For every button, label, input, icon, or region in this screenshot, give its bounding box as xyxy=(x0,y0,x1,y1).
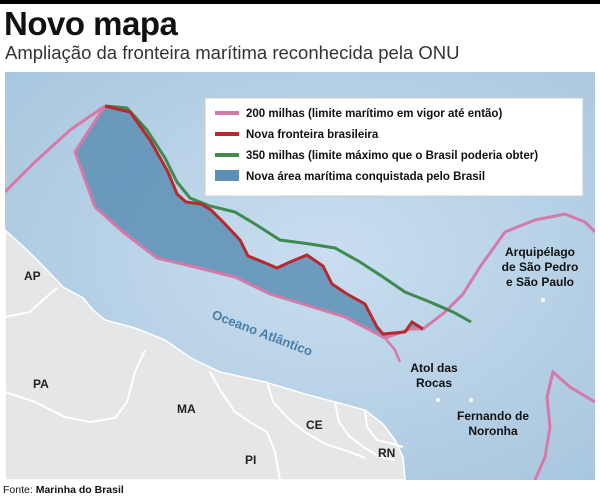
legend-label-350: 350 milhas (limite máximo que o Brasil p… xyxy=(246,150,538,162)
marker-fernando xyxy=(469,398,473,402)
state-label-ma: MA xyxy=(177,402,196,416)
source-note: Fonte: Marinha do Brasil xyxy=(3,484,124,496)
label-atol-line2: Rocas xyxy=(416,376,452,390)
line-350-miles xyxy=(104,104,472,324)
legend: 200 milhas (limite marítimo em vigor até… xyxy=(204,97,584,197)
label-fernando: Fernando de Noronha xyxy=(457,409,529,438)
label-sao-pedro-line3: e São Paulo xyxy=(506,275,574,289)
legend-label-area: Nova área marítima conquistada pelo Bras… xyxy=(246,171,485,183)
label-atol-rocas: Atol das Rocas xyxy=(410,361,458,390)
line-new-border xyxy=(104,104,424,336)
top-rule xyxy=(0,0,600,4)
label-fernando-line1: Fernando de xyxy=(457,409,529,423)
state-borders xyxy=(5,287,404,480)
line-200-miles-southeast xyxy=(533,369,595,480)
line-200-miles xyxy=(5,104,595,340)
line-200-miles-coast xyxy=(384,337,402,363)
marker-atol-rocas xyxy=(436,398,440,402)
label-sao-pedro-line2: de São Pedro xyxy=(502,260,579,274)
label-atol-line1: Atol das xyxy=(410,361,458,375)
legend-label-200: 200 milhas (limite marítimo em vigor até… xyxy=(246,108,502,120)
label-sao-pedro: Arquipélago de São Pedro e São Paulo xyxy=(502,245,579,289)
label-sao-pedro-line1: Arquipélago xyxy=(505,245,575,259)
marker-sao-pedro xyxy=(541,298,545,302)
land-mass xyxy=(5,228,406,480)
state-label-pi: PI xyxy=(245,453,256,467)
legend-label-new-border: Nova fronteira brasileira xyxy=(246,129,379,141)
page-subtitle: Ampliação da fronteira marítima reconhec… xyxy=(5,42,460,63)
map-svg: 200 milhas (limite marítimo em vigor até… xyxy=(5,72,595,480)
map-container: 200 milhas (limite marítimo em vigor até… xyxy=(5,72,595,480)
page-title: Novo mapa xyxy=(4,5,178,42)
state-label-ce: CE xyxy=(306,418,323,432)
source-label: Fonte: xyxy=(3,484,33,496)
source-name: Marinha do Brasil xyxy=(35,484,124,496)
label-fernando-line2: Noronha xyxy=(468,424,518,438)
state-label-rn: RN xyxy=(378,446,395,460)
legend-swatch-area xyxy=(215,170,239,181)
line-200-miles-inner xyxy=(73,105,107,208)
state-label-ap: AP xyxy=(24,269,41,283)
state-label-pa: PA xyxy=(33,377,49,391)
